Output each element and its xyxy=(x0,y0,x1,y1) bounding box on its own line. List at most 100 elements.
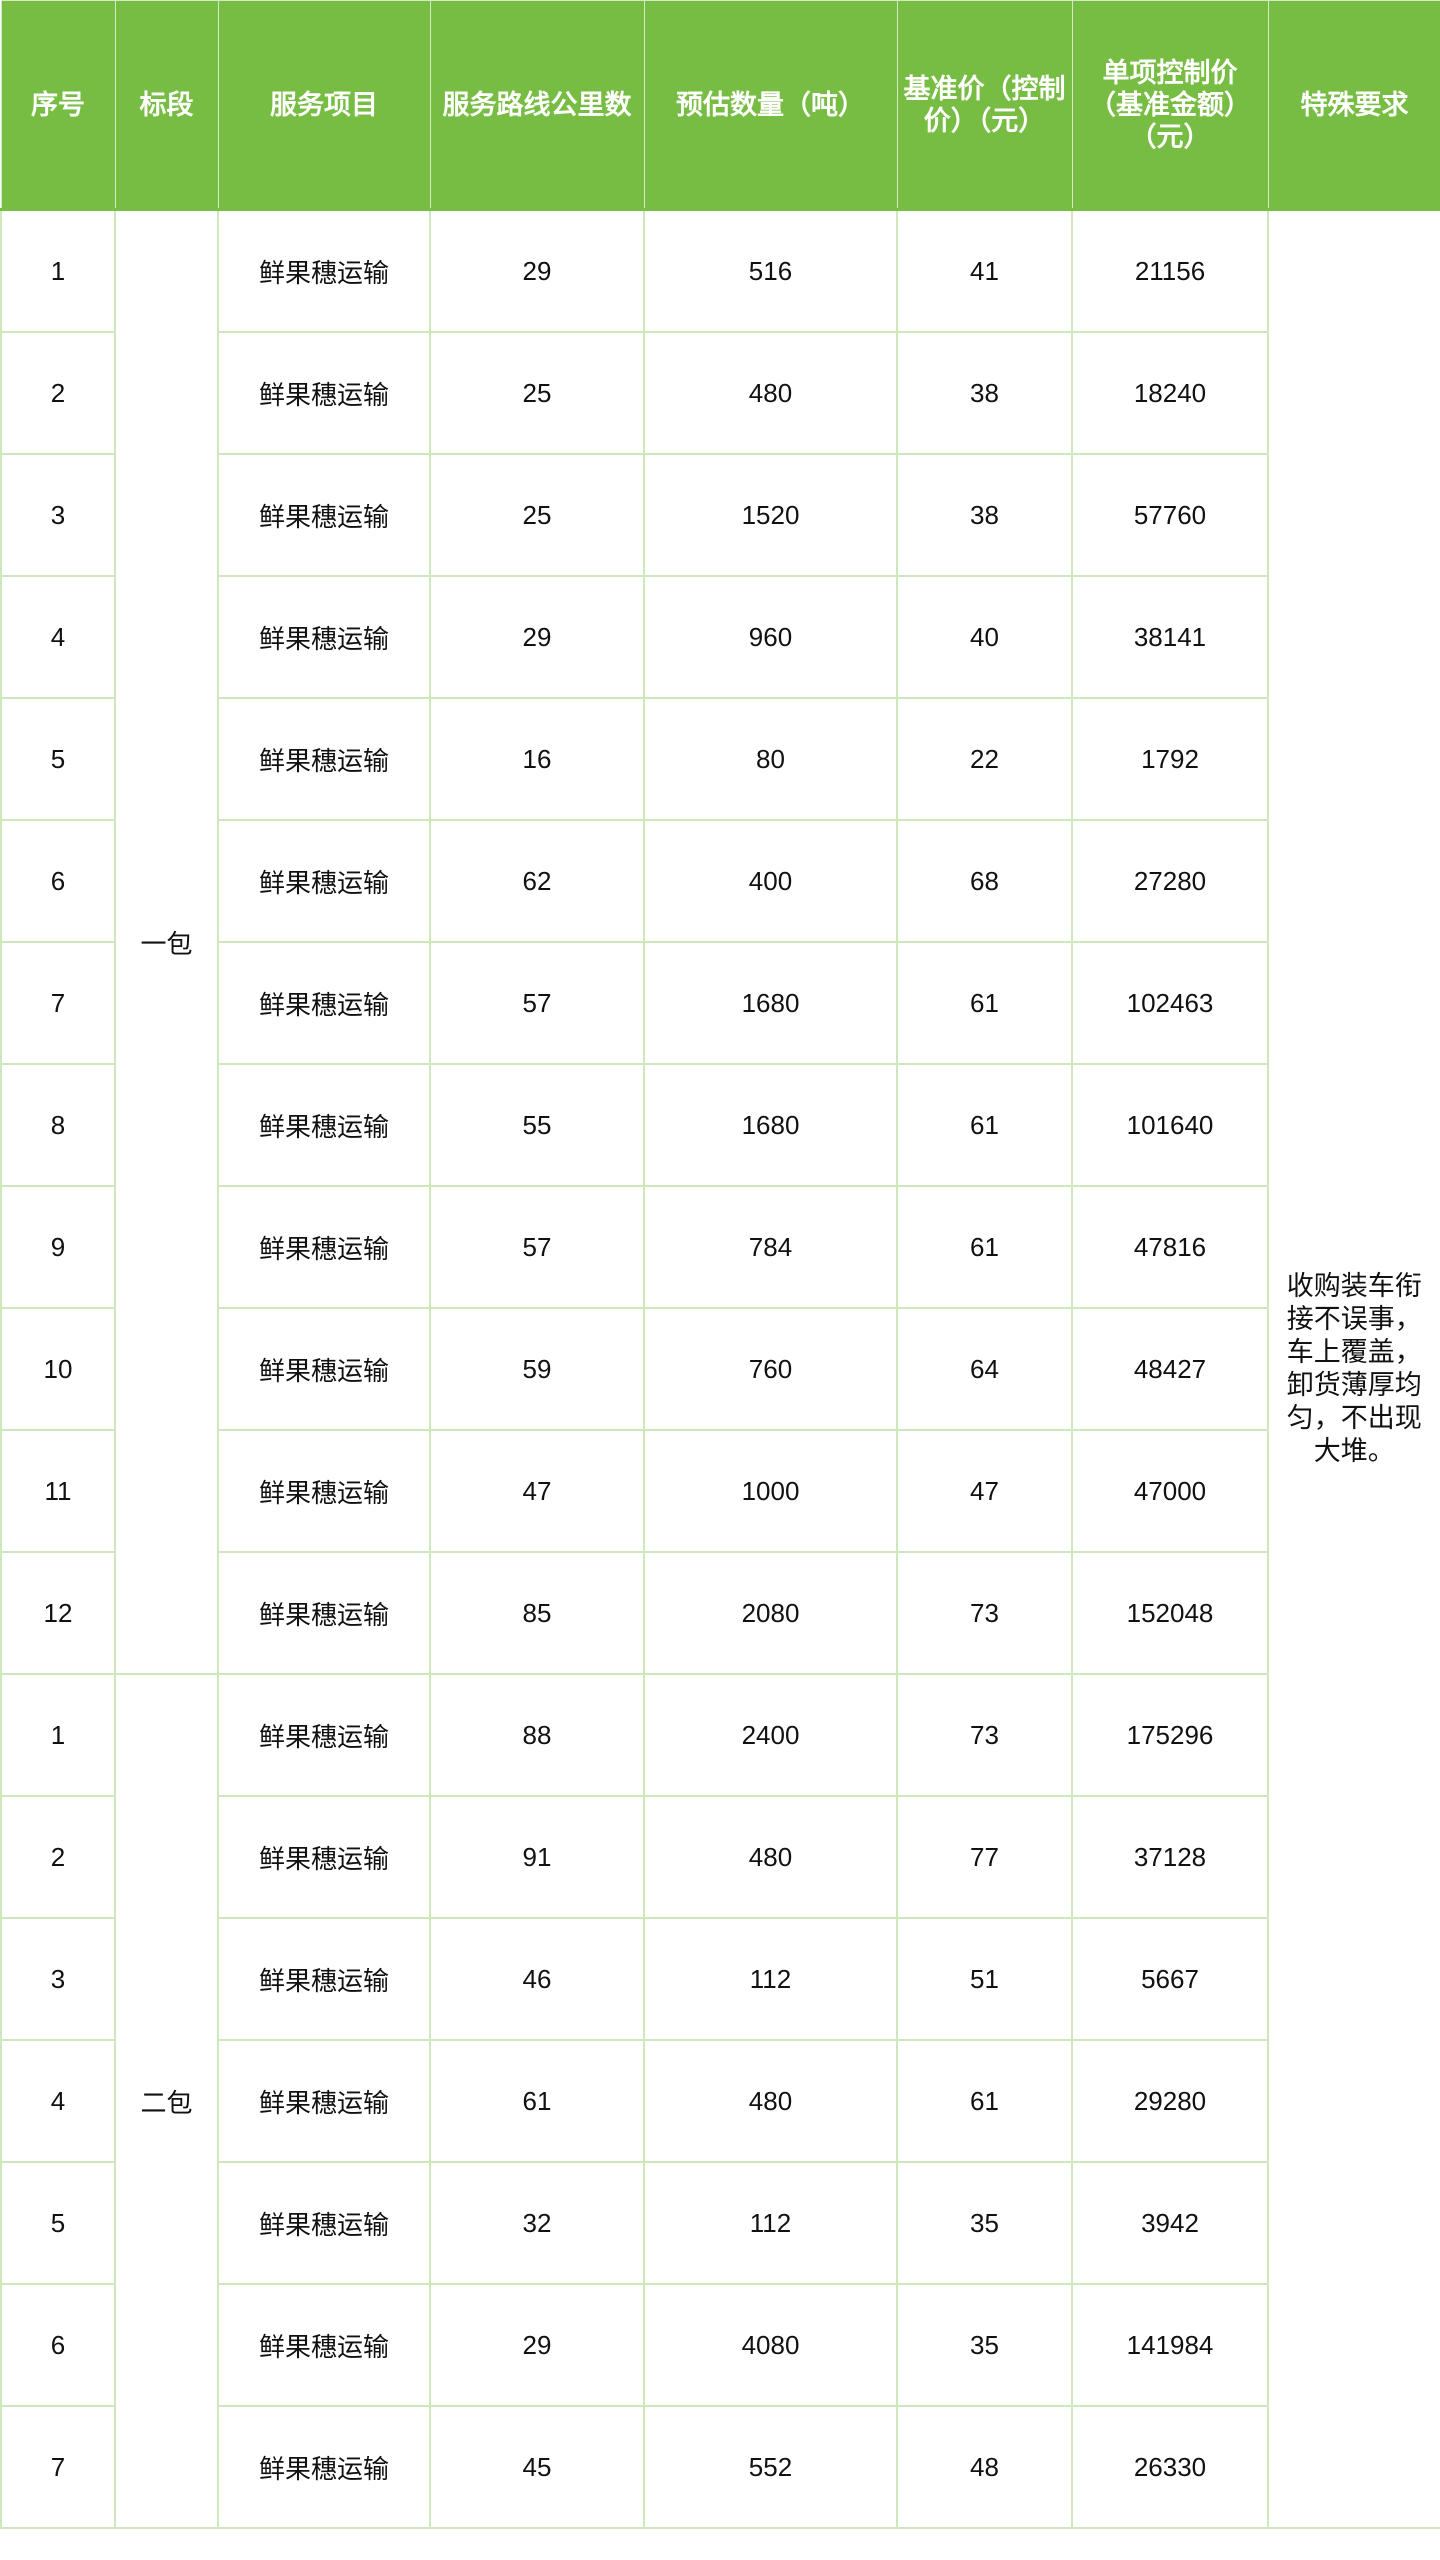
cell-service-item: 鲜果穗运输 xyxy=(217,208,431,333)
cell-item-control-price: 141984 xyxy=(1071,2283,1269,2407)
cell-estimated-qty: 516 xyxy=(643,208,898,333)
cell-base-price: 38 xyxy=(896,453,1073,577)
cell-service-item: 鲜果穗运输 xyxy=(217,1795,431,1919)
cell-service-item: 鲜果穗运输 xyxy=(217,1063,431,1187)
cell-service-item: 鲜果穗运输 xyxy=(217,1551,431,1675)
cell-no: 10 xyxy=(0,1307,116,1431)
cell-service-item: 鲜果穗运输 xyxy=(217,575,431,699)
cell-no: 3 xyxy=(0,453,116,577)
cell-estimated-qty: 80 xyxy=(643,697,898,821)
cell-estimated-qty: 1680 xyxy=(643,1063,898,1187)
cell-no: 1 xyxy=(0,208,116,333)
header-special-requirements: 特殊要求 xyxy=(1267,0,1440,210)
cell-special-requirements: 收购装车衔接不误事，车上覆盖，卸货薄厚均匀，不出现大堆。 xyxy=(1267,208,1440,2529)
header-no: 序号 xyxy=(0,0,116,210)
header-service-item: 服务项目 xyxy=(217,0,431,210)
header-base-price: 基准价（控制价）（元） xyxy=(896,0,1073,210)
cell-service-item: 鲜果穗运输 xyxy=(217,1917,431,2041)
cell-service-item: 鲜果穗运输 xyxy=(217,1673,431,1797)
cell-route-km: 29 xyxy=(429,2283,645,2407)
cell-item-control-price: 26330 xyxy=(1071,2405,1269,2529)
cell-estimated-qty: 480 xyxy=(643,1795,898,1919)
cell-base-price: 35 xyxy=(896,2161,1073,2285)
cell-route-km: 32 xyxy=(429,2161,645,2285)
table-row: 5 鲜果穗运输 32 112 35 3942 xyxy=(0,2161,1440,2285)
cell-item-control-price: 57760 xyxy=(1071,453,1269,577)
cell-base-price: 64 xyxy=(896,1307,1073,1431)
table-row: 7 鲜果穗运输 45 552 48 26330 xyxy=(0,2405,1440,2529)
table-row: 3 鲜果穗运输 25 1520 38 57760 xyxy=(0,453,1440,577)
cell-service-item: 鲜果穗运输 xyxy=(217,819,431,943)
cell-route-km: 47 xyxy=(429,1429,645,1553)
cell-route-km: 29 xyxy=(429,208,645,333)
cell-route-km: 61 xyxy=(429,2039,645,2163)
cell-item-control-price: 38141 xyxy=(1071,575,1269,699)
header-package: 标段 xyxy=(114,0,219,210)
table-body: 1 一包 鲜果穗运输 29 516 41 21156 收购装车衔接不误事，车上覆盖，卸货薄厚均… xyxy=(0,208,1440,2529)
header-row: 序号 标段 服务项目 服务路线公里数 预估数量（吨） 基准价（控制价）（元） 单… xyxy=(0,0,1440,210)
cell-service-item: 鲜果穗运输 xyxy=(217,453,431,577)
cell-service-item: 鲜果穗运输 xyxy=(217,2161,431,2285)
cell-route-km: 45 xyxy=(429,2405,645,2529)
table-row: 6 鲜果穗运输 62 400 68 27280 xyxy=(0,819,1440,943)
table-row: 4 鲜果穗运输 29 960 40 38141 xyxy=(0,575,1440,699)
cell-estimated-qty: 112 xyxy=(643,1917,898,2041)
cell-route-km: 57 xyxy=(429,1185,645,1309)
table-row: 10 鲜果穗运输 59 760 64 48427 xyxy=(0,1307,1440,1431)
cell-item-control-price: 18240 xyxy=(1071,331,1269,455)
table-row: 12 鲜果穗运输 85 2080 73 152048 xyxy=(0,1551,1440,1675)
cell-base-price: 61 xyxy=(896,1185,1073,1309)
cell-base-price: 38 xyxy=(896,331,1073,455)
cell-no: 6 xyxy=(0,2283,116,2407)
cell-package: 一包 xyxy=(114,208,219,1675)
cell-no: 6 xyxy=(0,819,116,943)
cell-estimated-qty: 4080 xyxy=(643,2283,898,2407)
cell-route-km: 85 xyxy=(429,1551,645,1675)
cell-no: 5 xyxy=(0,697,116,821)
cell-base-price: 48 xyxy=(896,2405,1073,2529)
cell-estimated-qty: 1680 xyxy=(643,941,898,1065)
cell-service-item: 鲜果穗运输 xyxy=(217,2283,431,2407)
cell-item-control-price: 21156 xyxy=(1071,208,1269,333)
cell-estimated-qty: 112 xyxy=(643,2161,898,2285)
cell-service-item: 鲜果穗运输 xyxy=(217,941,431,1065)
cell-no: 12 xyxy=(0,1551,116,1675)
cell-no: 7 xyxy=(0,941,116,1065)
cell-estimated-qty: 2400 xyxy=(643,1673,898,1797)
cell-item-control-price: 3942 xyxy=(1071,2161,1269,2285)
cell-estimated-qty: 1000 xyxy=(643,1429,898,1553)
cell-item-control-price: 47816 xyxy=(1071,1185,1269,1309)
cell-route-km: 91 xyxy=(429,1795,645,1919)
cell-item-control-price: 29280 xyxy=(1071,2039,1269,2163)
cell-route-km: 25 xyxy=(429,331,645,455)
cell-estimated-qty: 400 xyxy=(643,819,898,943)
cell-estimated-qty: 480 xyxy=(643,331,898,455)
cell-base-price: 47 xyxy=(896,1429,1073,1553)
cell-base-price: 61 xyxy=(896,941,1073,1065)
cell-estimated-qty: 960 xyxy=(643,575,898,699)
cell-base-price: 73 xyxy=(896,1551,1073,1675)
table-row: 1 一包 鲜果穗运输 29 516 41 21156 收购装车衔接不误事，车上覆盖，卸货薄厚均… xyxy=(0,208,1440,2529)
cell-no: 7 xyxy=(0,2405,116,2529)
cell-route-km: 55 xyxy=(429,1063,645,1187)
cell-base-price: 61 xyxy=(896,1063,1073,1187)
table-row: 11 鲜果穗运输 47 1000 47 47000 xyxy=(0,1429,1440,1553)
cell-no: 2 xyxy=(0,331,116,455)
header-item-control-price: 单项控制价（基准金额）（元） xyxy=(1071,0,1269,210)
cell-estimated-qty: 552 xyxy=(643,2405,898,2529)
cell-route-km: 57 xyxy=(429,941,645,1065)
cell-estimated-qty: 760 xyxy=(643,1307,898,1431)
cell-service-item: 鲜果穗运输 xyxy=(217,1429,431,1553)
cell-base-price: 61 xyxy=(896,2039,1073,2163)
cell-base-price: 51 xyxy=(896,1917,1073,2041)
cell-base-price: 68 xyxy=(896,819,1073,943)
cell-route-km: 59 xyxy=(429,1307,645,1431)
cell-no: 9 xyxy=(0,1185,116,1309)
cell-no: 4 xyxy=(0,2039,116,2163)
cell-item-control-price: 5667 xyxy=(1071,1917,1269,2041)
cell-estimated-qty: 1520 xyxy=(643,453,898,577)
cell-base-price: 40 xyxy=(896,575,1073,699)
cell-base-price: 73 xyxy=(896,1673,1073,1797)
cell-route-km: 46 xyxy=(429,1917,645,2041)
